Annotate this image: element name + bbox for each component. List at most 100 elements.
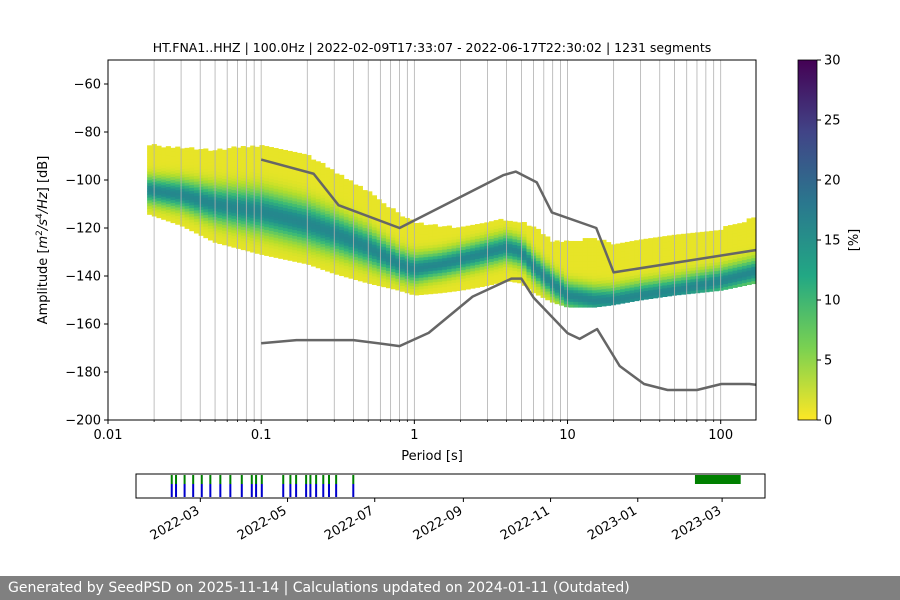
psd-density-cell — [236, 167, 242, 172]
psd-density-cell — [348, 272, 354, 276]
psd-density-cell — [170, 188, 176, 192]
psd-density-cell — [343, 259, 349, 263]
psd-density-cell — [296, 247, 303, 252]
psd-density-cell — [259, 173, 265, 178]
psd-density-cell — [306, 157, 312, 162]
psd-density-cell — [292, 157, 298, 161]
psd-density-cell — [690, 238, 696, 242]
psd-density-cell — [634, 283, 640, 287]
psd-density-cell — [727, 236, 733, 240]
psd-density-cell — [189, 147, 195, 151]
psd-density-cell — [278, 154, 284, 159]
psd-density-cell — [381, 206, 387, 210]
psd-density-cell — [385, 210, 392, 214]
psd-density-cell — [690, 267, 696, 271]
psd-density-cell — [376, 265, 382, 269]
psd-density-cell — [231, 232, 237, 237]
psd-density-cell — [147, 174, 153, 178]
psd-density-cell — [282, 178, 289, 183]
psd-density-cell — [400, 268, 406, 272]
psd-density-cell — [451, 239, 457, 243]
psd-density-cell — [521, 256, 527, 260]
psd-density-cell — [371, 215, 378, 219]
psd-density-cell — [657, 271, 663, 275]
psd-density-cell — [400, 248, 406, 252]
psd-density-cell — [165, 154, 171, 159]
psd-density-cell — [315, 204, 321, 208]
psd-density-cell — [395, 266, 401, 271]
timeline-segment-used — [200, 475, 203, 484]
psd-density-cell — [592, 240, 598, 245]
psd-density-cell — [296, 236, 303, 240]
psd-density-cell — [203, 154, 209, 158]
psd-density-cell — [193, 195, 200, 199]
psd-density-cell — [226, 202, 232, 207]
psd-density-cell — [198, 195, 204, 199]
psd-density-cell — [236, 245, 242, 249]
psd-density-cell — [357, 272, 363, 276]
psd-density-cell — [203, 191, 209, 195]
psd-density-cell — [395, 232, 401, 236]
psd-density-cell — [207, 179, 214, 183]
psd-density-cell — [325, 236, 331, 240]
psd-density-cell — [517, 251, 523, 255]
psd-density-cell — [296, 201, 303, 206]
psd-density-cell — [563, 252, 570, 256]
psd-density-cell — [170, 159, 176, 163]
psd-density-cell — [161, 167, 167, 171]
psd-density-cell — [606, 302, 612, 306]
psd-density-cell — [751, 243, 756, 247]
psd-density-cell — [203, 174, 209, 178]
psd-density-cell — [554, 266, 560, 270]
psd-density-cell — [727, 233, 733, 238]
psd-density-cell — [268, 167, 274, 171]
psd-density-cell — [362, 256, 368, 260]
psd-density-cell — [390, 245, 396, 249]
psd-density-cell — [245, 236, 251, 240]
psd-density-cell — [512, 253, 518, 257]
psd-density-cell — [587, 272, 593, 276]
psd-density-cell — [596, 240, 602, 244]
psd-density-cell — [695, 284, 701, 288]
psd-density-cell — [526, 283, 532, 287]
psd-density-cell — [264, 203, 270, 207]
psd-density-cell — [376, 236, 382, 240]
psd-density-cell — [451, 227, 457, 232]
psd-density-cell — [179, 197, 185, 201]
psd-density-cell — [451, 245, 457, 249]
psd-density-cell — [292, 169, 298, 173]
psd-density-cell — [737, 257, 743, 262]
psd-density-cell — [193, 218, 200, 222]
psd-density-cell — [259, 145, 265, 149]
psd-density-cell — [620, 300, 626, 304]
psd-density-cell — [292, 246, 298, 251]
psd-density-cell — [250, 234, 256, 239]
psd-density-cell — [198, 197, 204, 202]
psd-density-cell — [592, 255, 598, 259]
psd-density-cell — [325, 265, 331, 269]
psd-density-cell — [428, 239, 434, 243]
psd-density-cell — [704, 237, 710, 241]
psd-density-cell — [390, 254, 396, 258]
psd-density-cell — [353, 193, 359, 197]
psd-density-cell — [282, 161, 289, 165]
psd-density-cell — [311, 254, 317, 258]
psd-density-cell — [268, 224, 274, 229]
psd-density-cell — [231, 209, 237, 214]
psd-density-cell — [315, 216, 321, 220]
psd-density-cell — [652, 283, 659, 287]
colorbar-tick-label: 30 — [824, 54, 841, 69]
psd-density-cell — [306, 166, 312, 170]
psd-density-cell — [325, 248, 331, 252]
psd-density-cell — [390, 237, 396, 241]
psd-density-cell — [643, 290, 649, 294]
psd-density-cell — [662, 270, 668, 274]
psd-density-cell — [156, 174, 162, 178]
psd-density-cell — [638, 248, 644, 252]
psd-density-cell — [657, 282, 663, 287]
psd-density-cell — [643, 267, 649, 271]
psd-density-cell — [203, 168, 209, 172]
psd-density-cell — [189, 150, 195, 154]
psd-density-cell — [376, 202, 382, 206]
psd-density-cell — [385, 244, 392, 248]
